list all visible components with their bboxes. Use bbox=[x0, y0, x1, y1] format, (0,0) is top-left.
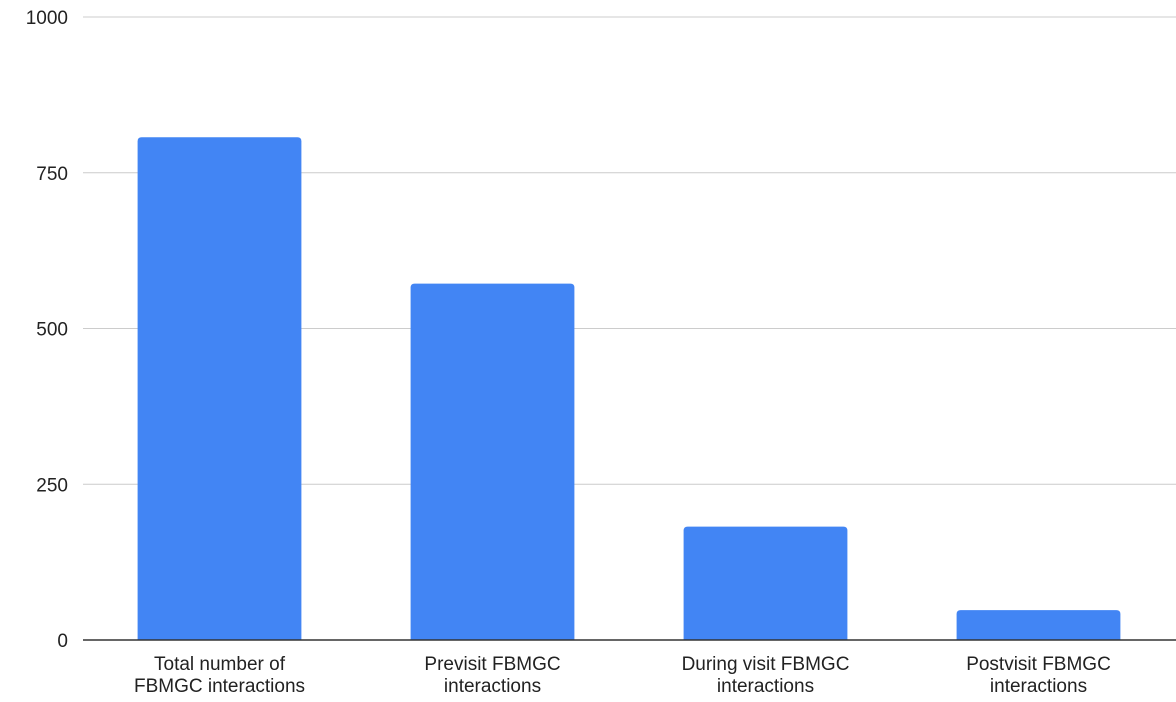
y-tick-label: 250 bbox=[36, 475, 68, 496]
bars bbox=[137, 137, 1121, 640]
x-category-label: Previsit FBMGC interactions bbox=[424, 654, 560, 697]
y-axis-tick-labels: 0 250 500 750 1000 bbox=[26, 8, 68, 652]
bar bbox=[956, 610, 1121, 640]
y-tick-label: 1000 bbox=[26, 8, 68, 29]
y-tick-label: 500 bbox=[36, 320, 68, 341]
bar bbox=[137, 137, 302, 640]
y-tick-label: 0 bbox=[57, 631, 68, 652]
x-category-label: Postvisit FBMGC interactions bbox=[966, 654, 1111, 697]
y-tick-label: 750 bbox=[36, 164, 68, 185]
x-axis-category-labels: Total number of FBMGC interactions Previsi… bbox=[134, 654, 1111, 697]
x-category-label: During visit FBMGC interactions bbox=[682, 654, 850, 697]
bar bbox=[410, 283, 575, 640]
bar bbox=[683, 526, 848, 640]
x-category-label: Total number of FBMGC interactions bbox=[134, 654, 305, 697]
